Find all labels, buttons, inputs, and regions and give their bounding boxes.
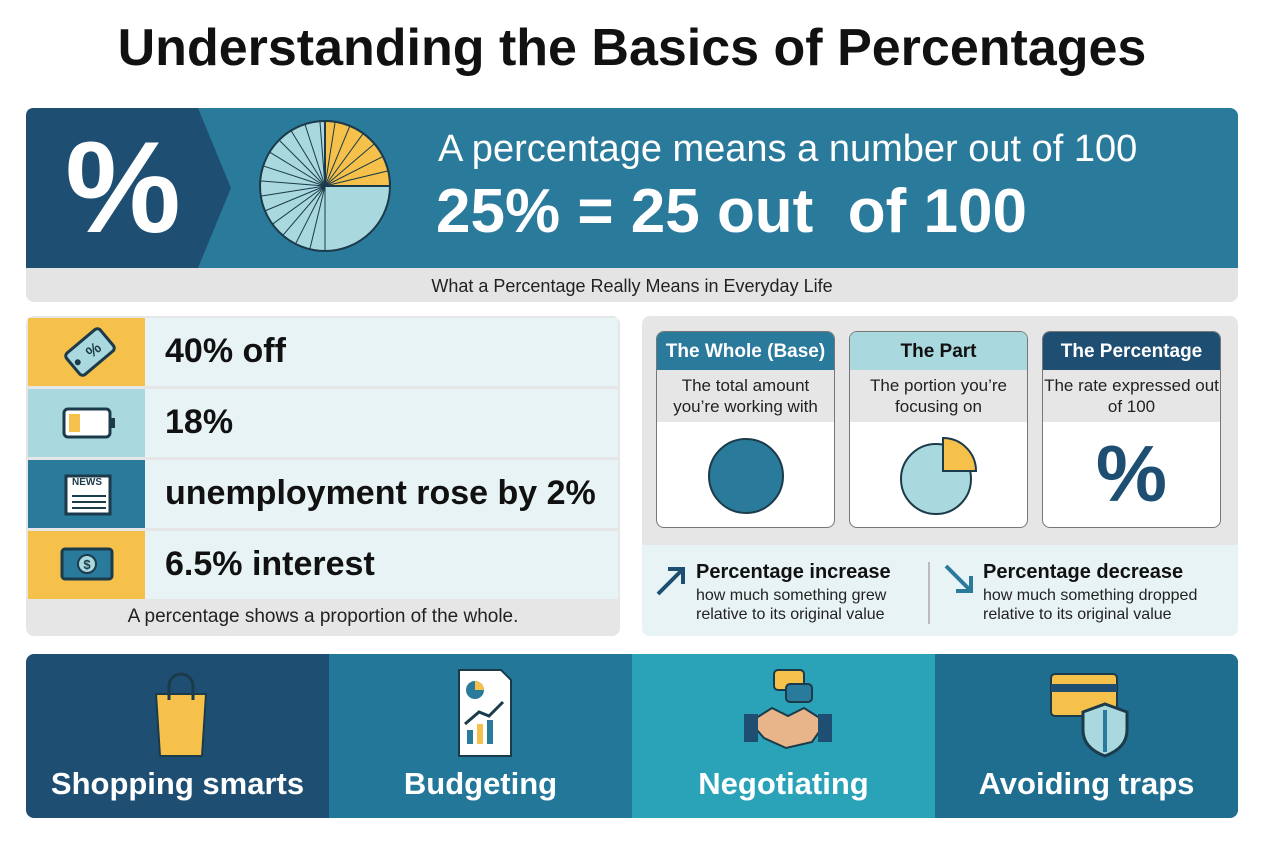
icon-part bbox=[167, 672, 195, 700]
example-text: 18% bbox=[165, 403, 234, 441]
part-icon bbox=[900, 436, 978, 515]
example-icon bbox=[62, 407, 115, 439]
increase-text: how much something grew relative to its … bbox=[696, 587, 891, 623]
changes-divider bbox=[928, 562, 930, 624]
changes-panel bbox=[642, 545, 1238, 636]
icon-part bbox=[464, 700, 505, 726]
use-icon bbox=[154, 672, 208, 757]
example-text: unemployment rose by 2% bbox=[165, 474, 596, 512]
whole-icon bbox=[708, 438, 784, 514]
pie-spoke bbox=[324, 125, 351, 187]
icon-part bbox=[748, 706, 828, 750]
pie-spoke bbox=[278, 139, 326, 187]
decrease-arrow bbox=[944, 564, 973, 593]
icon-part bbox=[467, 730, 473, 744]
icon-part bbox=[785, 683, 813, 703]
icon-part bbox=[74, 359, 81, 366]
icon-part bbox=[708, 438, 784, 514]
pie-spoke bbox=[324, 170, 389, 187]
banner-line1: A percentage means a number out of 100 bbox=[438, 128, 1138, 170]
card-symbol: % bbox=[1095, 429, 1168, 518]
card-text: The total amount you’re working with bbox=[657, 370, 834, 422]
icon-part bbox=[818, 714, 832, 742]
news-label: NEWS bbox=[72, 477, 102, 488]
pie-spoke bbox=[304, 124, 326, 187]
banner-pie bbox=[259, 119, 392, 252]
use-label: Shopping smarts bbox=[50, 766, 305, 801]
pie-spoke bbox=[260, 180, 326, 187]
icon-part bbox=[942, 436, 978, 472]
icon-part bbox=[154, 693, 208, 757]
examples-footer: A percentage shows a proportion of the w… bbox=[127, 606, 519, 627]
example-text: 40% off bbox=[165, 332, 286, 370]
pie-spoke bbox=[295, 185, 326, 245]
use-icon bbox=[1050, 673, 1129, 758]
icon-part bbox=[70, 480, 92, 490]
icon-part bbox=[477, 724, 483, 744]
icon-part bbox=[744, 714, 758, 742]
pie-wedge bbox=[324, 119, 392, 187]
pie-spoke bbox=[324, 156, 384, 187]
example-icon: % bbox=[64, 327, 116, 377]
icon-part bbox=[1051, 684, 1117, 692]
use-icon bbox=[744, 669, 832, 750]
pie-spoke bbox=[324, 121, 336, 187]
pie-spoke bbox=[260, 185, 326, 197]
pie-spoke bbox=[282, 185, 326, 236]
icon-part bbox=[69, 414, 80, 432]
use-label: Budgeting bbox=[403, 766, 558, 801]
pie-spoke bbox=[264, 185, 326, 212]
increase-arrow bbox=[656, 567, 685, 596]
use-icon bbox=[458, 669, 512, 757]
percent-symbol: % bbox=[65, 114, 181, 260]
use-label: Avoiding traps bbox=[978, 766, 1195, 801]
example-icon bbox=[64, 474, 112, 516]
pie-spoke bbox=[269, 151, 326, 187]
banner-line2: 25% = 25 out of 100 bbox=[436, 177, 1027, 246]
example-text: 6.5% interest bbox=[165, 545, 375, 583]
pie-spoke bbox=[324, 133, 364, 187]
banner-symbol-panel bbox=[26, 108, 231, 268]
card-heading: The Whole (Base) bbox=[657, 332, 834, 370]
icon-part bbox=[110, 418, 115, 428]
pie-spoke bbox=[290, 130, 326, 187]
pie-spoke bbox=[309, 185, 326, 250]
arrow-path bbox=[656, 567, 685, 596]
card-heading: The Part bbox=[850, 332, 1027, 370]
icon-part bbox=[475, 681, 484, 690]
pie-spoke bbox=[263, 165, 326, 187]
pie-spoke bbox=[319, 121, 326, 187]
example-icon: $ bbox=[60, 547, 114, 581]
pie-spoke bbox=[324, 143, 375, 187]
pie-spoke bbox=[272, 185, 326, 225]
icon-part: $ bbox=[83, 557, 91, 572]
banner-caption: What a Percentage Really Means in Everyd… bbox=[26, 268, 1238, 302]
arrow-path bbox=[944, 564, 973, 593]
icon-part bbox=[487, 720, 493, 744]
card-heading: The Percentage bbox=[1043, 332, 1220, 370]
card-text: The rate expressed out of 100 bbox=[1043, 370, 1220, 422]
increase-heading: Percentage increase bbox=[696, 561, 891, 583]
title: Understanding the Basics of Percentages bbox=[117, 19, 1147, 77]
icon-part: % bbox=[64, 327, 116, 377]
card-text: The portion you’re focusing on bbox=[850, 370, 1027, 422]
banner-symbol-bg bbox=[26, 108, 231, 268]
icon-part bbox=[77, 554, 97, 574]
use-label: Negotiating bbox=[698, 766, 869, 801]
decrease-heading: Percentage decrease bbox=[983, 561, 1184, 583]
decrease-text: how much something dropped relative to i… bbox=[983, 587, 1202, 623]
